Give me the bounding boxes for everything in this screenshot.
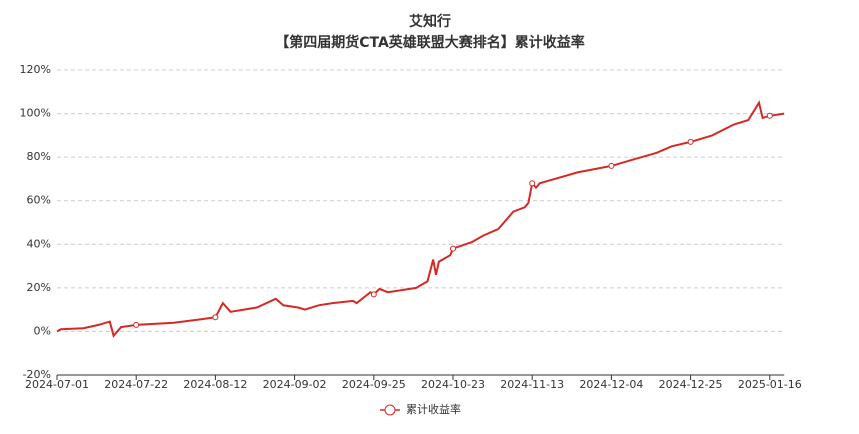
x-tick-label: 2024-09-02: [263, 378, 327, 391]
series-line: [56, 100, 785, 338]
x-tick-label: 2024-11-13: [500, 378, 564, 391]
x-tick-label: 2025-01-16: [738, 378, 802, 391]
y-tick-label: 120%: [20, 63, 51, 76]
point-marker: [529, 180, 536, 187]
point-marker: [766, 112, 773, 119]
y-tick-label: 100%: [20, 107, 51, 120]
point-marker: [608, 162, 615, 169]
point-marker: [687, 138, 694, 145]
x-tick-label: 2024-08-12: [183, 378, 247, 391]
legend-marker: [384, 404, 396, 416]
y-tick-label: 80%: [27, 150, 51, 163]
x-tick-label: 2024-10-23: [421, 378, 485, 391]
x-tick-label: 2024-12-25: [659, 378, 723, 391]
x-tick-label: 2024-07-22: [104, 378, 168, 391]
legend-label: 累计收益率: [406, 402, 461, 416]
point-marker: [450, 245, 456, 252]
point-marker: [133, 321, 140, 328]
x-tick-label: 2024-09-25: [342, 378, 406, 391]
x-tick-label: 2024-07-01: [25, 378, 89, 391]
y-tick-label: -20%: [23, 368, 51, 381]
point-marker: [370, 291, 377, 298]
chart-subtitle: 【第四届期货CTA英雄联盟大赛排名】累计收益率: [275, 34, 585, 51]
y-tick-label: 40%: [27, 237, 51, 250]
x-tick-label: 2024-12-04: [579, 378, 643, 391]
chart-title: 艾知行: [409, 13, 451, 30]
point-marker: [212, 314, 219, 321]
y-tick-label: 20%: [27, 281, 51, 294]
y-tick-label: 60%: [27, 194, 51, 207]
y-tick-label: 0%: [34, 324, 51, 337]
